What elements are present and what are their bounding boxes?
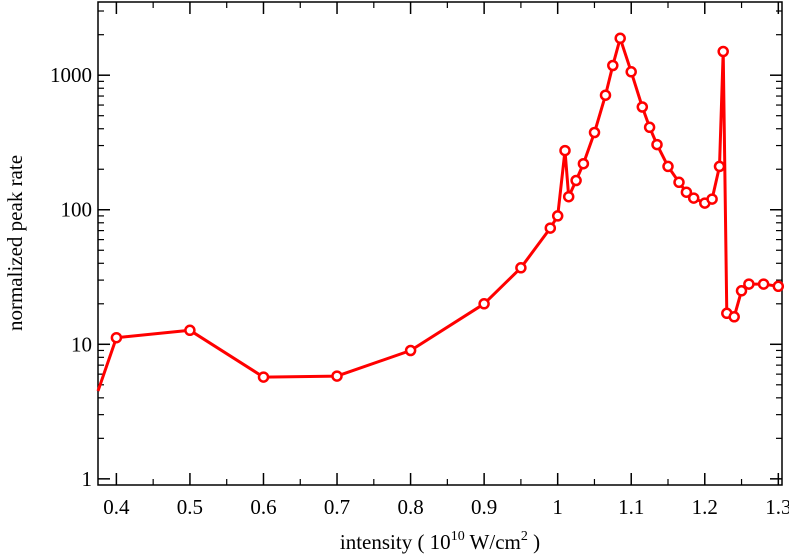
data-point — [331, 370, 343, 382]
data-point — [551, 210, 564, 222]
y-tick-label: 10 — [71, 332, 92, 356]
x-tick-label: 1.1 — [618, 495, 644, 519]
y-tick-label: 1 — [82, 467, 93, 491]
data-point — [588, 126, 601, 139]
data-point — [662, 160, 674, 173]
data-point — [404, 344, 417, 357]
y-axis-title: normalized peak rate — [3, 155, 27, 331]
data-point — [599, 89, 612, 101]
plot-frame — [97, 1, 783, 486]
x-tick-label: 1.2 — [692, 495, 718, 519]
x-tick-label: 0.4 — [103, 495, 130, 519]
axis-ticks — [98, 2, 782, 485]
data-point — [577, 157, 590, 170]
x-axis-title-unit-exponent: 2 — [521, 529, 528, 544]
y-tick-label: 1000 — [50, 63, 92, 87]
data-point — [570, 174, 582, 187]
x-tick-label: 0.7 — [324, 495, 350, 519]
data-point — [544, 222, 557, 234]
data-point — [478, 298, 490, 310]
x-tick-label: 1 — [552, 495, 563, 519]
data-point — [559, 144, 571, 157]
data-point — [625, 66, 637, 78]
axis-tick-labels: 0.4 0.5 0.6 0.7 0.8 0.9 1 1.1 1.2 1.3 1 10 100 1000 — [50, 63, 789, 519]
x-tick-label: 0.8 — [397, 495, 423, 519]
series-layer — [96, 32, 785, 392]
data-point — [687, 192, 700, 204]
data-point — [515, 262, 527, 274]
data-point — [680, 186, 693, 198]
data-point — [257, 371, 270, 383]
data-point — [614, 32, 626, 45]
data-point — [673, 176, 685, 189]
x-axis-title-exponent: 10 — [451, 529, 465, 544]
series-line — [96, 36, 779, 392]
x-axis-title: intensity ( 1010 W/cm2 ) — [340, 529, 540, 554]
data-point — [651, 138, 663, 151]
data-point — [728, 311, 740, 323]
data-point — [757, 278, 770, 290]
data-point — [717, 45, 729, 58]
x-axis-title-suffix: ) — [528, 530, 540, 554]
y-tick-label: 100 — [61, 198, 93, 222]
x-tick-label: 1.3 — [765, 495, 789, 519]
data-point — [772, 280, 785, 293]
x-tick-label: 0.9 — [471, 495, 497, 519]
data-point — [636, 101, 649, 113]
data-point — [110, 331, 123, 344]
data-point — [562, 190, 575, 203]
data-point — [713, 160, 726, 173]
data-point — [184, 324, 196, 337]
data-point — [743, 278, 755, 290]
data-point — [706, 193, 718, 205]
x-axis-title-prefix: intensity ( 10 — [340, 530, 451, 554]
x-axis-title-unit: W/cm — [465, 530, 521, 554]
x-tick-label: 0.6 — [250, 495, 276, 519]
data-point — [607, 59, 619, 72]
data-point — [735, 285, 748, 297]
data-point — [643, 121, 656, 134]
x-tick-label: 0.5 — [177, 495, 203, 519]
